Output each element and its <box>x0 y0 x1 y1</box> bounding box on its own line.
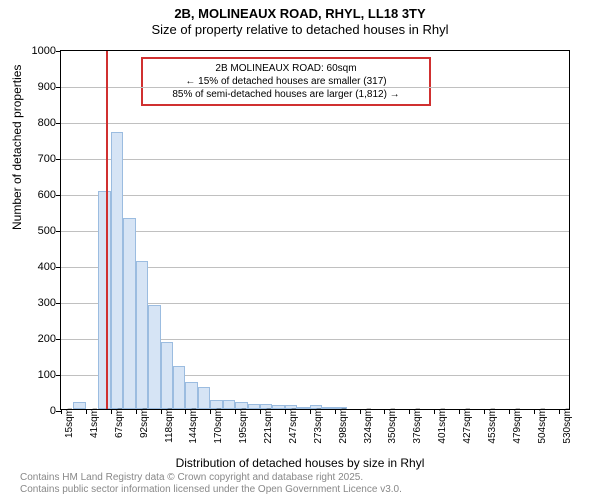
histogram-bar <box>148 305 160 409</box>
x-tick-label: 247sqm <box>288 408 299 444</box>
x-tick <box>111 409 112 414</box>
footer: Contains HM Land Registry data © Crown c… <box>20 472 402 496</box>
histogram-bar <box>297 407 309 409</box>
x-tick-label: 427sqm <box>462 408 473 444</box>
x-axis-title: Distribution of detached houses by size … <box>0 456 600 470</box>
y-tick-label: 800 <box>26 117 56 129</box>
grid-line <box>61 87 569 88</box>
annotation-box: 2B MOLINEAUX ROAD: 60sqm ← 15% of detach… <box>141 57 431 106</box>
histogram-bar <box>161 342 173 409</box>
grid-line <box>61 231 569 232</box>
x-tick-label: 376sqm <box>412 408 423 444</box>
histogram-bar <box>173 366 185 409</box>
x-tick-label: 479sqm <box>512 408 523 444</box>
histogram-bar <box>198 387 210 409</box>
x-tick <box>310 409 311 414</box>
y-tick <box>56 123 61 124</box>
y-tick <box>56 339 61 340</box>
x-tick <box>409 409 410 414</box>
histogram-bar <box>136 261 148 409</box>
histogram-bar <box>98 191 110 409</box>
y-tick-label: 200 <box>26 333 56 345</box>
plot-area: 2B MOLINEAUX ROAD: 60sqm ← 15% of detach… <box>60 50 570 410</box>
annotation-line3: 85% of semi-detached houses are larger (… <box>151 88 421 101</box>
y-tick-label: 700 <box>26 153 56 165</box>
y-tick-label: 1000 <box>26 45 56 57</box>
x-tick <box>509 409 510 414</box>
y-tick <box>56 375 61 376</box>
x-tick <box>534 409 535 414</box>
x-tick-label: 273sqm <box>313 408 324 444</box>
histogram-bar <box>223 400 235 409</box>
histogram-bar <box>248 404 260 409</box>
x-tick <box>434 409 435 414</box>
x-tick <box>86 409 87 414</box>
x-tick-label: 350sqm <box>387 408 398 444</box>
x-tick <box>260 409 261 414</box>
x-tick <box>484 409 485 414</box>
grid-line <box>61 195 569 196</box>
y-tick-label: 300 <box>26 297 56 309</box>
x-tick-label: 195sqm <box>238 408 249 444</box>
x-tick <box>61 409 62 414</box>
footer-line2: Contains public sector information licen… <box>20 484 402 496</box>
x-tick <box>235 409 236 414</box>
y-tick-label: 900 <box>26 81 56 93</box>
x-tick-label: 15sqm <box>64 408 75 438</box>
x-tick-label: 170sqm <box>213 408 224 444</box>
x-tick <box>285 409 286 414</box>
x-tick <box>210 409 211 414</box>
y-tick-label: 500 <box>26 225 56 237</box>
grid-line <box>61 123 569 124</box>
y-tick <box>56 87 61 88</box>
x-tick-label: 67sqm <box>114 408 125 438</box>
y-tick <box>56 159 61 160</box>
x-tick-label: 401sqm <box>437 408 448 444</box>
y-tick <box>56 303 61 304</box>
footer-line1: Contains HM Land Registry data © Crown c… <box>20 472 402 484</box>
y-tick <box>56 231 61 232</box>
x-tick-label: 118sqm <box>164 408 175 443</box>
x-tick-label: 324sqm <box>363 408 374 444</box>
x-tick <box>136 409 137 414</box>
x-tick-label: 144sqm <box>188 408 199 444</box>
x-tick <box>559 409 560 414</box>
x-tick-label: 92sqm <box>139 408 150 438</box>
histogram-bar <box>185 382 197 409</box>
y-tick <box>56 267 61 268</box>
y-tick-label: 0 <box>26 405 56 417</box>
x-tick-label: 504sqm <box>537 408 548 444</box>
y-tick <box>56 51 61 52</box>
histogram-bar <box>73 402 85 409</box>
x-tick-label: 298sqm <box>338 408 349 444</box>
y-tick-label: 100 <box>26 369 56 381</box>
x-tick-label: 453sqm <box>487 408 498 444</box>
x-tick-label: 41sqm <box>89 408 100 438</box>
property-marker-line <box>106 51 108 409</box>
title-block: 2B, MOLINEAUX ROAD, RHYL, LL18 3TY Size … <box>0 0 600 37</box>
x-tick <box>335 409 336 414</box>
x-tick <box>360 409 361 414</box>
x-tick-label: 221sqm <box>263 408 274 444</box>
chart-container: 2B, MOLINEAUX ROAD, RHYL, LL18 3TY Size … <box>0 0 600 500</box>
y-tick-label: 600 <box>26 189 56 201</box>
x-tick-label: 530sqm <box>562 408 573 444</box>
main-title: 2B, MOLINEAUX ROAD, RHYL, LL18 3TY <box>0 6 600 21</box>
histogram-bar <box>111 132 123 409</box>
annotation-line1: 2B MOLINEAUX ROAD: 60sqm <box>151 62 421 75</box>
x-tick <box>384 409 385 414</box>
histogram-bar <box>123 218 135 409</box>
histogram-bar <box>272 405 284 409</box>
grid-line <box>61 159 569 160</box>
x-tick <box>185 409 186 414</box>
histogram-bar <box>322 407 334 409</box>
y-tick-label: 400 <box>26 261 56 273</box>
x-tick <box>459 409 460 414</box>
y-tick <box>56 195 61 196</box>
y-axis-title: Number of detached properties <box>10 65 24 230</box>
sub-title: Size of property relative to detached ho… <box>0 22 600 37</box>
x-tick <box>161 409 162 414</box>
